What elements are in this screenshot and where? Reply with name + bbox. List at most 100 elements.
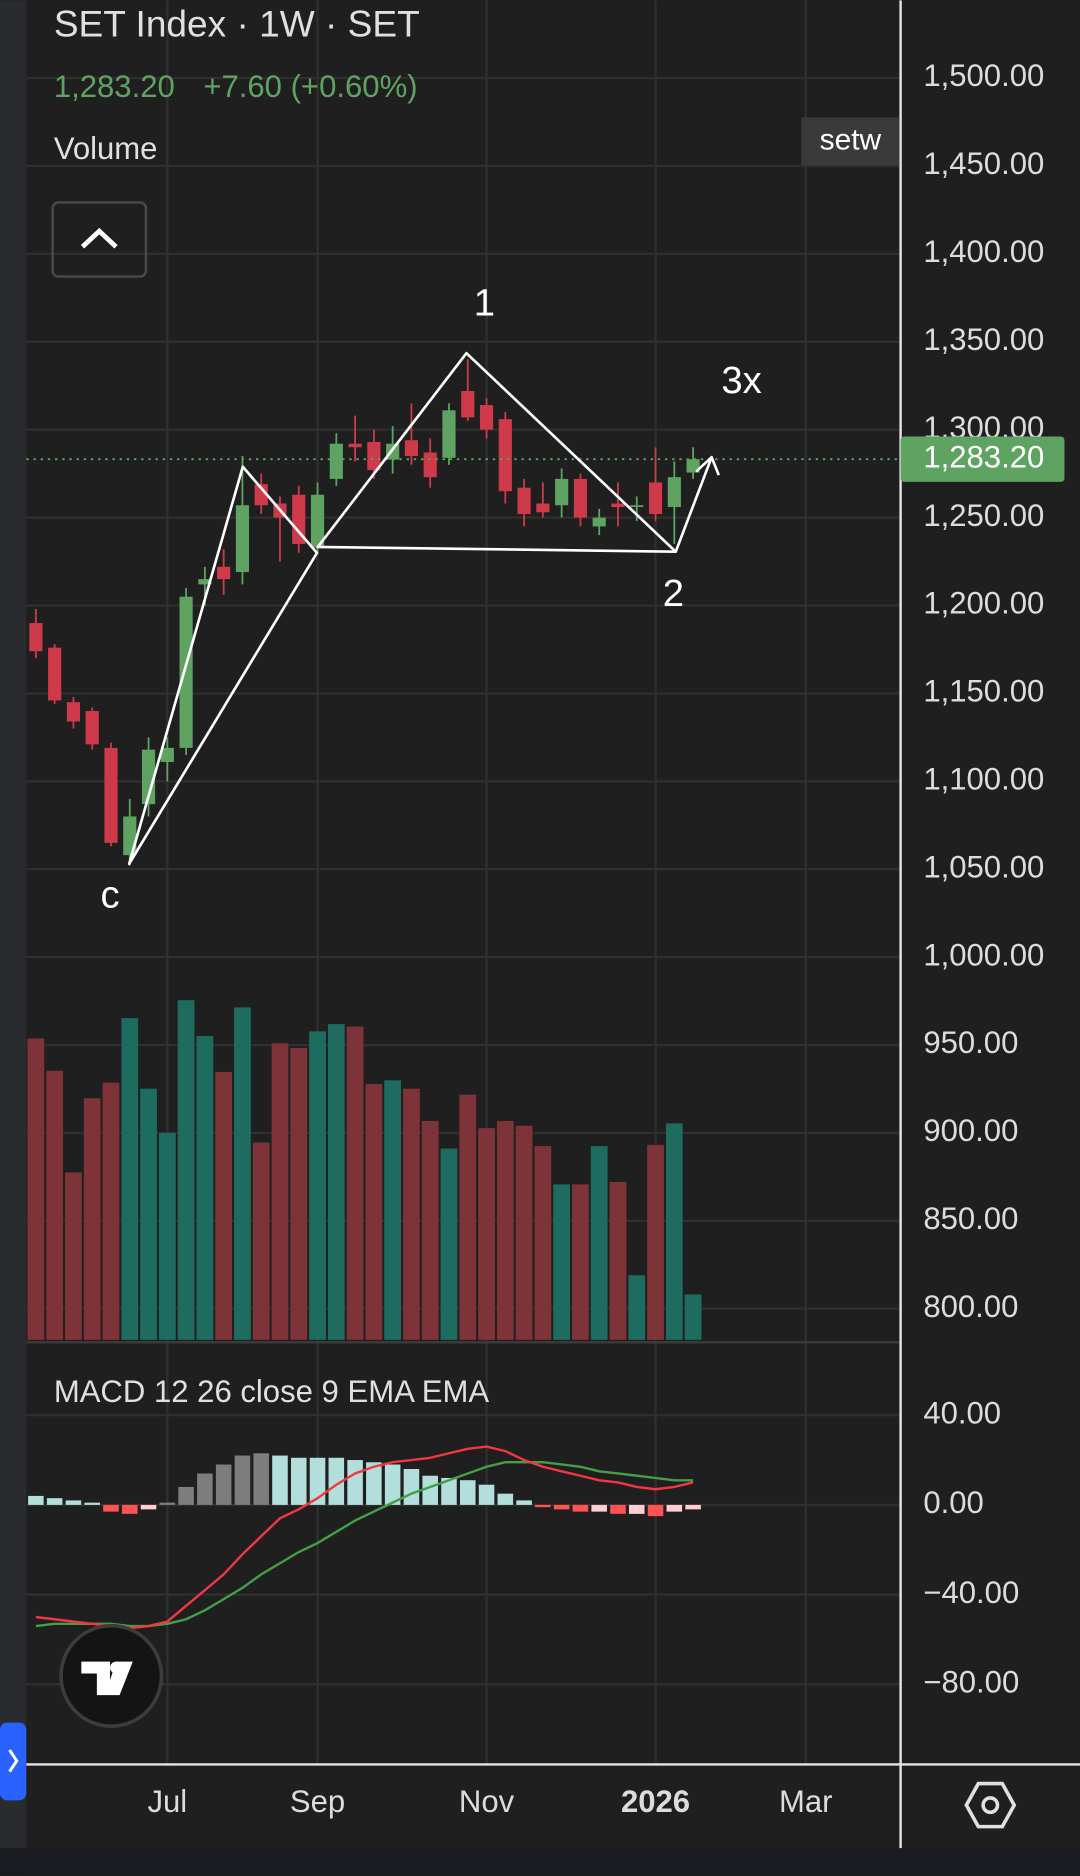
- histogram-bar: [685, 1504, 701, 1510]
- x-tick-label: Mar: [779, 1784, 833, 1819]
- y-tick-label: 1,400.00: [923, 234, 1044, 269]
- volume-bar: [534, 1146, 552, 1340]
- histogram-bar: [628, 1504, 645, 1514]
- y-tick-label: 1,150.00: [923, 674, 1044, 709]
- candle-body: [348, 443, 362, 448]
- wave-arrow: [674, 455, 721, 553]
- left-strip: [0, 0, 27, 1876]
- volume-bar: [684, 1294, 702, 1340]
- volume-bar: [665, 1123, 683, 1340]
- volume-bar: [215, 1071, 233, 1340]
- y-tick-label: 1,100.00: [923, 762, 1044, 797]
- change-text: +7.60 (+0.60%): [203, 69, 417, 104]
- macd-line: [35, 1445, 694, 1630]
- candle-body: [292, 494, 306, 544]
- volume-bar: [177, 1000, 195, 1340]
- histogram-bar: [84, 1502, 100, 1505]
- symbol-badge-text: setw: [820, 123, 882, 156]
- wave-label: 3x: [721, 359, 761, 402]
- histogram-bar: [535, 1504, 551, 1508]
- wave-labels: 1 2 3x c: [100, 281, 761, 916]
- symbol-badge: [801, 117, 900, 166]
- side-panel-tab[interactable]: [0, 1722, 27, 1801]
- histogram-bar: [28, 1495, 44, 1505]
- y-tick-label: 1,500.00: [923, 58, 1044, 93]
- volume-bar: [384, 1080, 402, 1340]
- volume-bar: [102, 1082, 120, 1340]
- histogram-bar: [215, 1464, 232, 1505]
- candle-body: [198, 579, 212, 585]
- candle-body: [48, 647, 62, 701]
- macd-label: MACD 12 26 close 9 EMA EMA: [54, 1374, 490, 1409]
- wave-label: c: [100, 873, 119, 916]
- volume-bar: [609, 1181, 627, 1340]
- volume-bar: [628, 1275, 646, 1340]
- histogram-bar: [647, 1504, 664, 1517]
- candle-body: [630, 505, 644, 508]
- histogram-bar: [253, 1453, 269, 1505]
- volume-bar: [27, 1038, 45, 1340]
- candle-body: [423, 452, 437, 478]
- candle-body: [667, 477, 681, 508]
- candle-body: [160, 747, 174, 762]
- macd-pane: [28, 1445, 701, 1630]
- candle-body: [686, 459, 700, 473]
- candle-body: [592, 517, 606, 527]
- y-tick-label: 1,200.00: [923, 586, 1044, 621]
- candle-body: [66, 702, 81, 722]
- volume-bar: [496, 1120, 514, 1340]
- y-tick-label: −80.00: [923, 1665, 1019, 1700]
- candle-body: [404, 440, 419, 457]
- collapse-button[interactable]: [51, 201, 148, 278]
- y-tick-label: 0.00: [923, 1485, 984, 1520]
- logo-circle: [59, 1623, 164, 1728]
- volume-bar: [196, 1036, 214, 1340]
- y-tick-label: 40.00: [923, 1395, 1001, 1430]
- last-price-label: 1,283.20: [923, 439, 1044, 474]
- volume-bar: [271, 1043, 289, 1340]
- bottom-strip: [0, 1848, 1080, 1876]
- wave-line: [315, 351, 678, 554]
- histogram-bar: [309, 1457, 326, 1505]
- candle-body: [536, 503, 550, 513]
- y-tick-label: −40.00: [923, 1575, 1019, 1610]
- histogram-bar: [422, 1475, 438, 1505]
- histogram-bar: [572, 1504, 589, 1512]
- x-tick-label: Jul: [147, 1784, 187, 1819]
- candle-body: [123, 816, 137, 856]
- histogram-bar: [159, 1502, 176, 1505]
- histogram-bar: [328, 1457, 345, 1505]
- candle-body: [442, 410, 456, 458]
- volume-bar: [83, 1098, 101, 1340]
- volume-bar: [234, 1007, 251, 1340]
- volume-pane: [27, 1000, 702, 1340]
- volume-bar: [346, 1026, 364, 1340]
- candle-body: [461, 390, 475, 418]
- volume-bar: [572, 1184, 589, 1340]
- wave-line: [127, 465, 319, 866]
- histogram-bar: [272, 1455, 288, 1505]
- settings-button[interactable]: [964, 1781, 1017, 1829]
- y-tick-label: 950.00: [923, 1025, 1018, 1060]
- volume-bar: [140, 1088, 157, 1340]
- volume-bar: [647, 1144, 664, 1340]
- candle-body: [310, 494, 325, 548]
- volume-bar: [459, 1094, 477, 1340]
- histogram-bar: [666, 1504, 683, 1512]
- axes: 800.00 850.00 900.00 950.00 1,000.00 1,050.00…: [147, 58, 1065, 1819]
- volume-bar: [440, 1148, 458, 1340]
- volume-bar: [309, 1031, 326, 1340]
- volume-bar: [478, 1128, 495, 1340]
- candle-body: [367, 441, 381, 471]
- last-price-badge: [900, 436, 1065, 482]
- histogram-bar: [103, 1504, 119, 1512]
- histogram-bar: [441, 1477, 457, 1505]
- volume-bar: [290, 1048, 308, 1340]
- candle-body: [517, 487, 531, 515]
- y-tick-label: 1,000.00: [923, 937, 1044, 972]
- wave-drawing: [127, 351, 721, 866]
- x-tick-label: Nov: [459, 1784, 515, 1819]
- y-tick-label: 1,350.00: [923, 322, 1044, 357]
- volume-bar: [65, 1172, 82, 1340]
- histogram-bar: [65, 1500, 82, 1505]
